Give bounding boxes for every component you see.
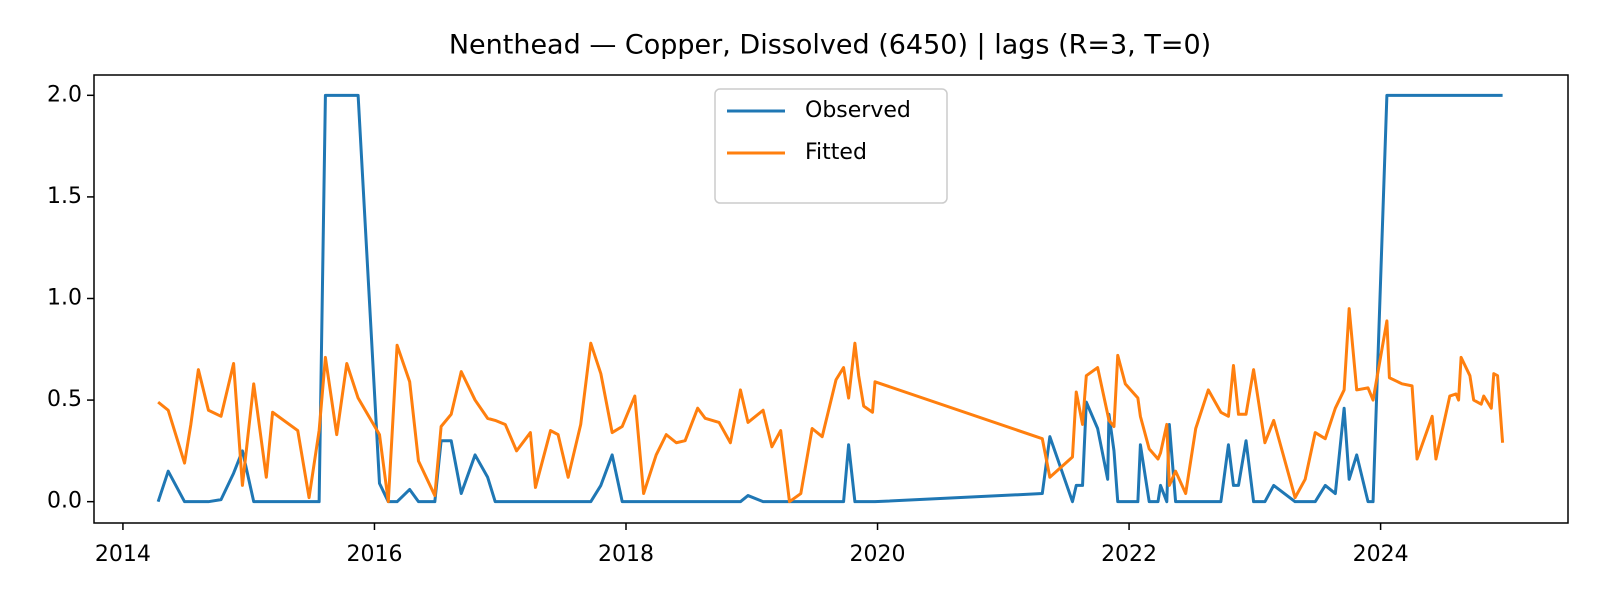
legend-box [714, 88, 948, 204]
x-tick-label: 2018 [598, 542, 654, 567]
y-tick-label: 2.0 [47, 82, 82, 107]
y-tick-label: 0.5 [47, 387, 82, 412]
data-line [157, 307, 1505, 504]
legend-label: Fitted [805, 140, 867, 165]
x-tick-label: 2016 [346, 542, 402, 567]
legend-label: Observed [805, 98, 911, 123]
data-line [156, 93, 1503, 504]
y-tick-label: 1.0 [47, 285, 82, 310]
x-tick-label: 2014 [95, 542, 151, 567]
plot-frame [93, 74, 1569, 524]
x-tick-label: 2022 [1101, 542, 1157, 567]
y-tick-label: 1.5 [47, 184, 82, 209]
chart-title: Nenthead — Copper, Dissolved (6450) | la… [449, 30, 1211, 61]
x-tick-label: 2024 [1353, 542, 1409, 567]
y-tick-label: 0.0 [47, 489, 82, 514]
x-tick-label: 2020 [850, 542, 906, 567]
